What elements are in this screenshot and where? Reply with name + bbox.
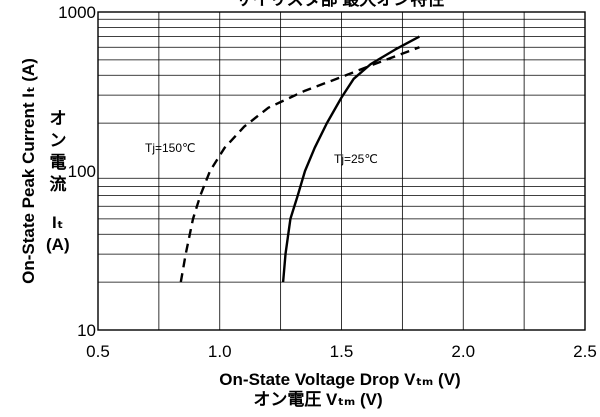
annotation-tj150: Tj=150℃ [145, 141, 196, 155]
y-tick-label: 10 [77, 321, 96, 340]
x-tick-label: 0.5 [86, 342, 110, 361]
y-tick-label: 1000 [58, 3, 96, 22]
annotation-tj25: Tj=25℃ [334, 152, 378, 166]
y-axis-unit: (A) [46, 235, 70, 254]
series-line-2 [281, 35, 420, 283]
y-axis-title: On-State Peak Current Iₜ (A) [19, 58, 38, 284]
x-tick-label: 1.5 [330, 342, 354, 361]
x-axis-title: On-State Voltage Drop Vₜₘ (V) [219, 370, 460, 389]
x-tick-label: 2.0 [451, 342, 475, 361]
x-tick-label: 1.0 [208, 342, 232, 361]
x-tick-label: 2.5 [573, 342, 597, 361]
chart-title: サイリスタ部 最大オン特性 [236, 0, 445, 9]
y-axis-symbol: Iₜ [52, 213, 63, 232]
y-axis-title-ja: オン電流 [50, 109, 67, 194]
series-line-1 [179, 46, 420, 283]
y-tick-label: 100 [68, 162, 96, 181]
x-axis-title-ja: オン電圧 Vₜₘ (V) [253, 390, 382, 409]
